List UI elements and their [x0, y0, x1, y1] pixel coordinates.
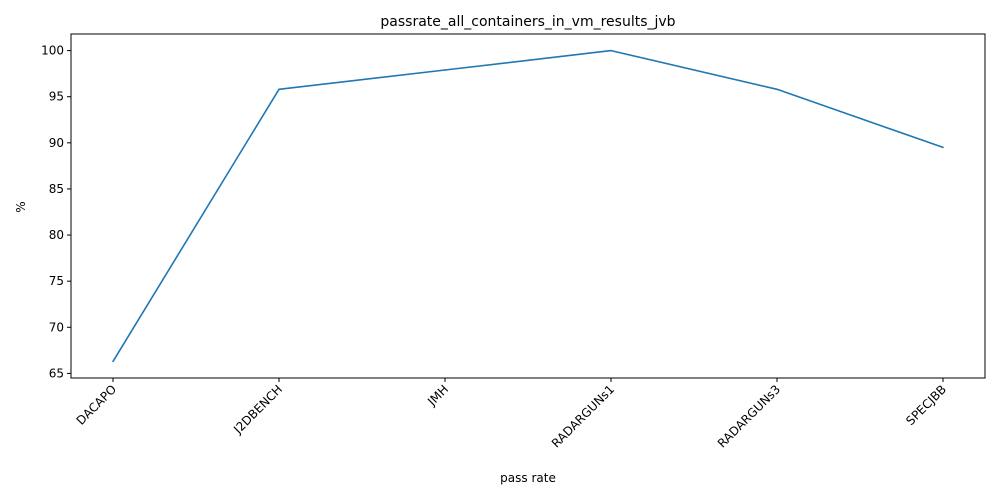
y-tick-label: 85: [49, 182, 64, 196]
x-axis-label: pass rate: [500, 471, 556, 485]
y-tick-label: 70: [49, 320, 64, 334]
y-tick-label: 75: [49, 274, 64, 288]
data-point: [610, 49, 612, 52]
data-point: [776, 88, 778, 91]
data-point: [112, 360, 114, 363]
y-tick-label: 95: [49, 90, 64, 104]
data-point: [444, 69, 446, 71]
x-tick-label: DACAPO: [74, 382, 119, 427]
y-tick-label: 80: [49, 228, 64, 242]
plot-frame: [70, 33, 986, 379]
chart-title: passrate_all_containers_in_vm_results_jv…: [380, 14, 675, 30]
series-line: [112, 49, 944, 362]
plot-area: 65 70 75 80 85 90 95 100 DACAPO J2DBENCH JMH RADARG…: [41, 33, 986, 451]
x-tick-label: J2DBENCH: [230, 382, 285, 437]
data-point: [278, 88, 280, 91]
data-point: [942, 146, 944, 149]
y-tick-label: 90: [49, 136, 64, 150]
y-tick-label: 100: [41, 44, 64, 58]
x-tick-label: RADARGUNs1: [549, 382, 617, 450]
x-tick-label: SPECJBB: [903, 382, 949, 428]
y-tick-label: 65: [49, 366, 64, 380]
y-axis-label: %: [14, 201, 28, 212]
x-tick-label: RADARGUNs3: [715, 382, 783, 450]
x-tick-label: JMH: [424, 382, 451, 409]
